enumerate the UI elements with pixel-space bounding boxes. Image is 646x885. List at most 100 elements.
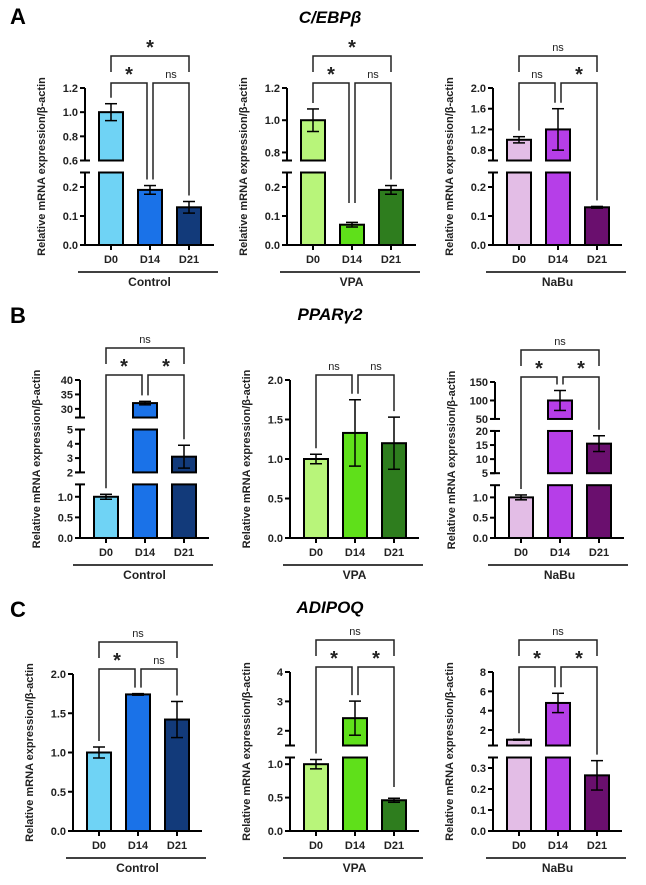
y-tick-label: 40 — [61, 375, 73, 387]
y-tick-label: 30 — [61, 404, 73, 416]
bar-d14 — [547, 429, 573, 475]
gene-title-pparg2: PPARγ2 — [297, 305, 363, 324]
significance-bracket — [560, 82, 598, 201]
y-tick-label: 1.0 — [268, 759, 283, 771]
x-tick-label: D0 — [309, 840, 323, 852]
y-tick-label: 8 — [480, 667, 486, 679]
y-axis-label: Relative mRNA expression/β-actin — [446, 370, 458, 549]
y-tick-label: 2.0 — [268, 375, 283, 387]
y-tick-label: 1.0 — [63, 107, 78, 119]
y-axis-label: Relative mRNA expression/β-actin — [241, 369, 253, 548]
y-tick-label: 2 — [67, 467, 73, 479]
y-tick-label: 0.0 — [471, 240, 486, 252]
y-tick-label: 2.0 — [471, 83, 486, 95]
bar-d21 — [586, 484, 612, 539]
bar-d21 — [171, 483, 197, 539]
y-tick-label: 0.1 — [471, 211, 486, 223]
x-tick-label: D21 — [384, 547, 404, 559]
x-tick-label: D0 — [309, 547, 323, 559]
y-tick-label: 100 — [470, 395, 488, 407]
significance-label: * — [348, 37, 356, 59]
y-tick-label: 0.5 — [268, 793, 283, 805]
y-tick-label: 150 — [470, 377, 488, 389]
x-tick-label: D0 — [104, 254, 118, 266]
group-label: VPA — [340, 275, 364, 289]
bar-d14 — [342, 756, 368, 832]
significance-label: * — [146, 37, 154, 59]
y-tick-label: 0.1 — [471, 805, 486, 817]
y-tick-label: 0.5 — [268, 494, 283, 506]
x-tick-label: D14 — [135, 547, 156, 559]
significance-bracket — [518, 55, 598, 72]
x-tick-label: D21 — [589, 547, 609, 559]
chart-c-vpa: 0.0 0.5 1.0 2 3 4 D0 D14 D21 VPA Relative mRNA exp… — [241, 626, 423, 875]
significance-label: ns — [139, 334, 151, 346]
bar-d21 — [378, 188, 404, 246]
significance-label: ns — [552, 626, 564, 638]
x-tick-label: D21 — [167, 840, 187, 852]
group-label: NaBu — [544, 568, 575, 582]
x-tick-label: D21 — [587, 840, 607, 852]
x-tick-label: D14 — [342, 254, 363, 266]
x-tick-label: D14 — [548, 840, 569, 852]
y-axis-label: Relative mRNA expression/β-actin — [36, 77, 48, 256]
y-tick-label: 3 — [277, 696, 283, 708]
panel-letter-c: C — [10, 597, 26, 622]
y-tick-label: 5 — [482, 468, 488, 480]
y-tick-label: 0.2 — [471, 784, 486, 796]
x-tick-label: D0 — [99, 547, 113, 559]
y-tick-label: 0.0 — [268, 533, 283, 545]
significance-label: ns — [367, 69, 379, 81]
gene-title-adipoq: ADIPOQ — [296, 598, 364, 617]
significance-label: * — [330, 648, 338, 670]
significance-bracket — [520, 349, 600, 366]
x-tick-label: D21 — [381, 254, 401, 266]
significance-bracket — [315, 639, 395, 656]
y-tick-label: 10 — [476, 454, 488, 466]
y-tick-label: 0.0 — [471, 826, 486, 838]
x-tick-label: D14 — [140, 254, 161, 266]
significance-label: ns — [552, 42, 564, 54]
y-tick-label: 0.0 — [265, 240, 280, 252]
bar-d14 — [132, 428, 158, 474]
group-label: Control — [123, 568, 166, 582]
group-label: Control — [116, 861, 159, 875]
y-tick-label: 1.2 — [471, 124, 486, 136]
y-tick-label: 1.0 — [473, 492, 488, 504]
bar-d14 — [137, 188, 163, 246]
chart-b-control: 0.0 0.5 1.0 2 3 4 5 30 35 40 D0 D14 D21 Control Relati… — [31, 334, 213, 582]
y-tick-label: 2 — [480, 725, 486, 737]
significance-label: * — [113, 650, 121, 672]
bar-d14 — [545, 171, 571, 246]
significance-label: ns — [531, 69, 543, 81]
chart-b-vpa: 0.0 0.5 1.0 1.5 2.0 D0 D14 D21 VPA Relative mRNA … — [241, 361, 423, 582]
significance-label: ns — [132, 628, 144, 640]
x-tick-label: D0 — [512, 254, 526, 266]
y-tick-label: 4 — [480, 706, 487, 718]
bar-d0 — [93, 495, 119, 539]
y-tick-label: 1.0 — [58, 492, 73, 504]
y-tick-label: 0.5 — [51, 787, 66, 799]
significance-bracket — [562, 376, 600, 430]
significance-bracket — [560, 666, 598, 755]
group-label: Control — [128, 275, 171, 289]
y-axis-label: Relative mRNA expression/β-actin — [444, 662, 456, 841]
significance-label: * — [575, 648, 583, 670]
y-tick-label: 0.8 — [471, 145, 486, 157]
y-axis-label: Relative mRNA expression/β-actin — [241, 662, 253, 841]
x-tick-label: D21 — [587, 254, 607, 266]
y-tick-label: 1.6 — [471, 104, 486, 116]
y-tick-label: 6 — [480, 686, 486, 698]
x-tick-label: D0 — [306, 254, 320, 266]
bar-d21 — [381, 799, 407, 833]
bar-d0 — [300, 171, 326, 246]
y-tick-label: 0.2 — [63, 182, 78, 194]
y-axis-label: Relative mRNA expression/β-actin — [238, 77, 250, 256]
bar-d0 — [303, 458, 329, 539]
significance-bracket — [147, 374, 185, 440]
y-tick-label: 0.1 — [265, 211, 280, 223]
y-tick-label: 1.5 — [51, 708, 66, 720]
significance-bracket — [105, 374, 143, 489]
y-tick-label: 1.5 — [268, 415, 283, 427]
